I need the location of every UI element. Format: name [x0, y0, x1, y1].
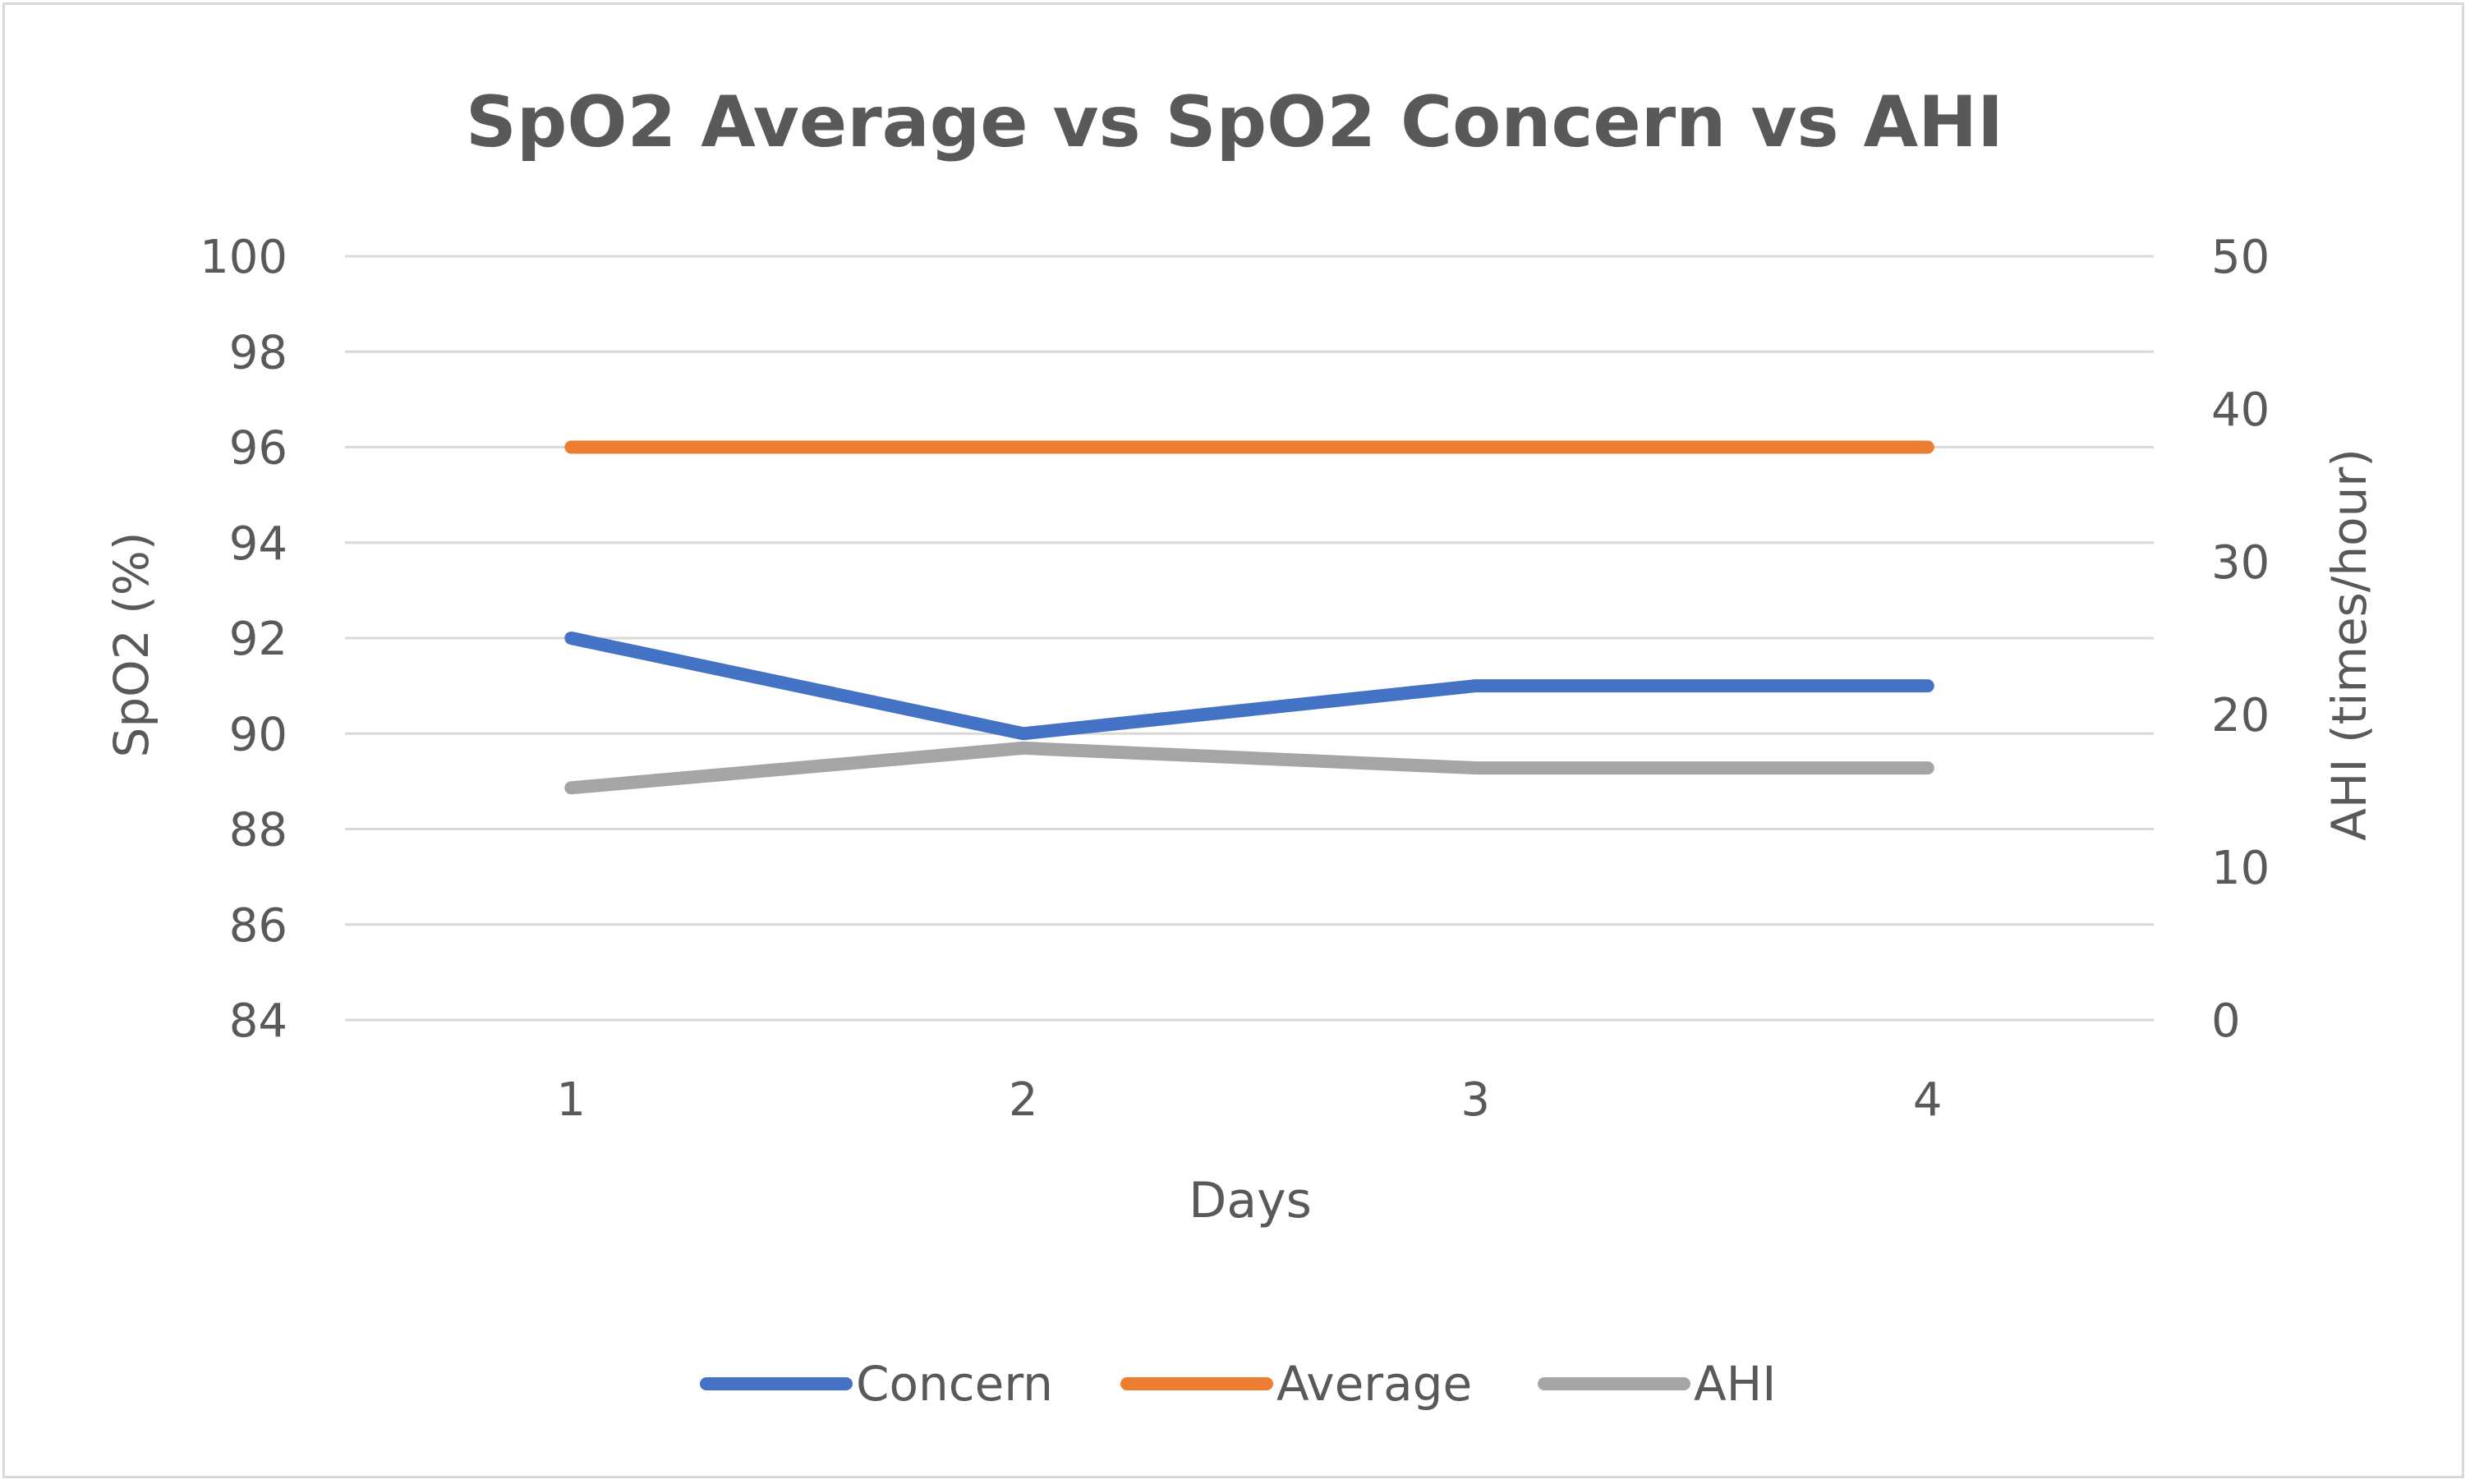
chart-title: SpO2 Average vs SpO2 Concern vs AHI	[466, 81, 2003, 163]
x-tick-label: 4	[1913, 1073, 1943, 1127]
y2-axis-label: AHI (times/hour)	[2321, 448, 2377, 841]
x-tick-label: 1	[556, 1073, 586, 1127]
x-axis-label: Days	[1189, 1172, 1312, 1229]
left-axis-ticks: 100 98 96 94 92 90 88 86 84	[200, 231, 287, 1048]
legend-label-concern: Concern	[856, 1356, 1053, 1412]
y2-tick-label: 30	[2211, 536, 2270, 590]
y-tick-label: 90	[229, 708, 287, 761]
y2-tick-label: 50	[2211, 231, 2270, 284]
series-line-ahi	[564, 741, 1934, 795]
y-axis-label: SpO2 (%)	[103, 532, 159, 758]
legend-label-ahi: AHI	[1694, 1356, 1776, 1412]
y-tick-label: 88	[229, 804, 287, 857]
x-tick-label: 2	[1009, 1073, 1038, 1127]
legend: Concern Average AHI	[700, 1356, 1776, 1412]
gridlines	[345, 255, 2154, 1022]
series-lines	[564, 440, 1934, 795]
y-tick-label: 96	[229, 422, 287, 476]
x-tick-label: 3	[1460, 1073, 1490, 1127]
y-tick-label: 86	[229, 899, 287, 953]
y-tick-label: 94	[229, 517, 287, 571]
y-tick-label: 98	[229, 326, 287, 379]
y-tick-label: 92	[229, 613, 287, 666]
y2-tick-label: 0	[2211, 995, 2241, 1048]
y2-tick-label: 40	[2211, 384, 2270, 437]
y-tick-label: 84	[229, 995, 287, 1048]
series-line-concern	[564, 632, 1934, 741]
y-tick-label: 100	[200, 231, 287, 284]
legend-label-average: Average	[1276, 1356, 1472, 1412]
x-axis-ticks: 1 2 3 4	[556, 1073, 1942, 1127]
y2-tick-label: 10	[2211, 842, 2270, 895]
y2-tick-label: 20	[2211, 689, 2270, 742]
right-axis-ticks: 50 40 30 20 10 0	[2211, 231, 2270, 1048]
